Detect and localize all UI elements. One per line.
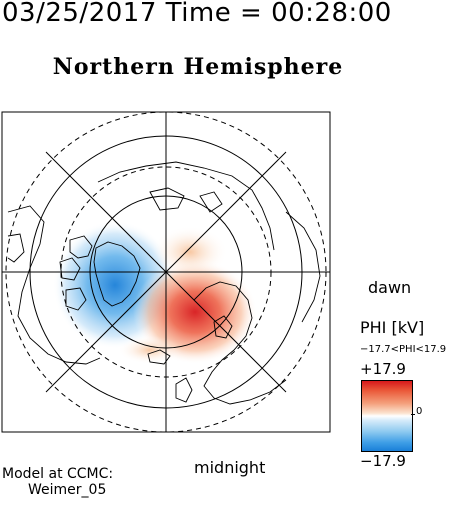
legend-title: PHI [kV] xyxy=(360,318,425,337)
legend-zero-label: 0 xyxy=(416,406,423,417)
colorbar xyxy=(361,380,413,452)
credit-line-1: Model at CCMC: xyxy=(2,466,114,482)
map-title: Northern Hemisphere xyxy=(52,54,344,80)
legend-max-label: +17.9 xyxy=(360,360,406,378)
positive-potential-lobe xyxy=(152,226,228,278)
dawn-label: dawn xyxy=(368,278,412,297)
legend-min-label: −17.9 xyxy=(360,452,406,470)
midnight-label: midnight xyxy=(194,458,266,477)
timestamp-header: 03/25/2017 Time = 00:28:00 xyxy=(2,0,392,28)
colorbar-zero-tick xyxy=(411,414,415,415)
coastlines xyxy=(7,161,321,405)
map-frame-border xyxy=(1,111,331,433)
positive-potential-tail xyxy=(118,336,182,364)
legend-range: −17.7<PHI<17.9 xyxy=(360,344,447,355)
credit-line-2: Weimer_05 xyxy=(28,482,107,498)
